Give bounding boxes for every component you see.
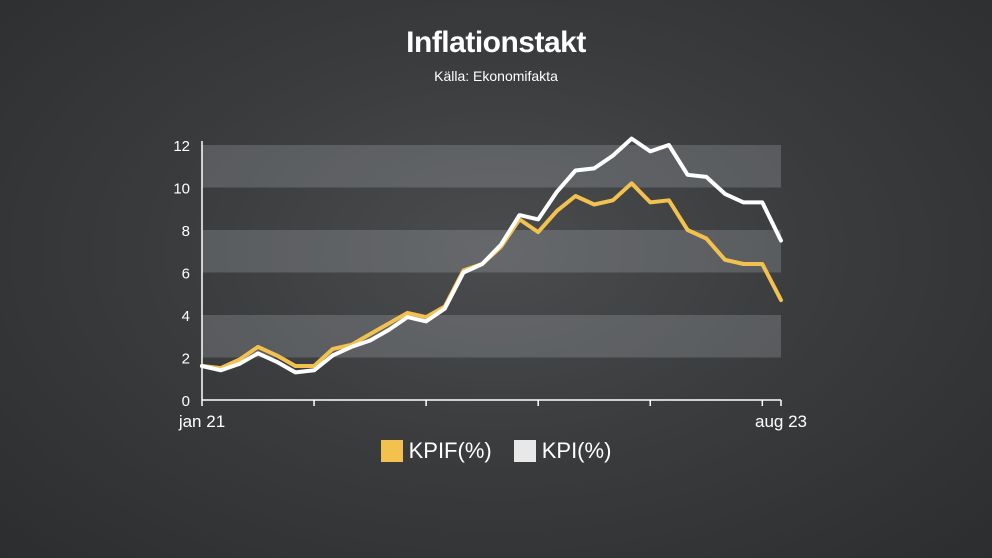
x-label-end: aug 23: [755, 412, 807, 431]
x-label-start: jan 21: [178, 412, 225, 431]
y-tick-label-0: 0: [182, 393, 190, 410]
series-line-kpi: [200, 136, 783, 375]
chart-legend: KPIF(%) KPI(%): [0, 438, 992, 464]
grid-band-2: [202, 145, 781, 188]
series-lines: [200, 136, 783, 375]
legend-swatch-kpi: [513, 440, 536, 462]
y-tick-label-12: 12: [173, 138, 190, 155]
y-tick-label-8: 8: [182, 223, 190, 240]
y-tick-label-4: 4: [182, 308, 190, 325]
legend-item-kpi: KPI(%): [513, 438, 612, 464]
grid-band-0: [202, 315, 781, 358]
chart-title: Inflationstakt: [406, 26, 586, 59]
x-axis-ticks: [201, 400, 782, 406]
legend-swatch-kpif: [380, 440, 403, 462]
legend-item-kpif: KPIF(%): [380, 438, 492, 464]
y-tick-label-10: 10: [173, 181, 190, 198]
y-tick-label-6: 6: [182, 266, 190, 283]
chart-axes: [201, 141, 781, 401]
y-axis-ticks: 0 2 4 6 8 10 12: [173, 138, 190, 410]
legend-label-kpi: KPI(%): [541, 438, 612, 463]
legend-label-kpif: KPIF(%): [408, 438, 492, 463]
grid-band-1: [202, 230, 781, 273]
chart-source: Källa: Ekonomifakta: [434, 68, 558, 84]
y-tick-label-2: 2: [182, 351, 190, 368]
